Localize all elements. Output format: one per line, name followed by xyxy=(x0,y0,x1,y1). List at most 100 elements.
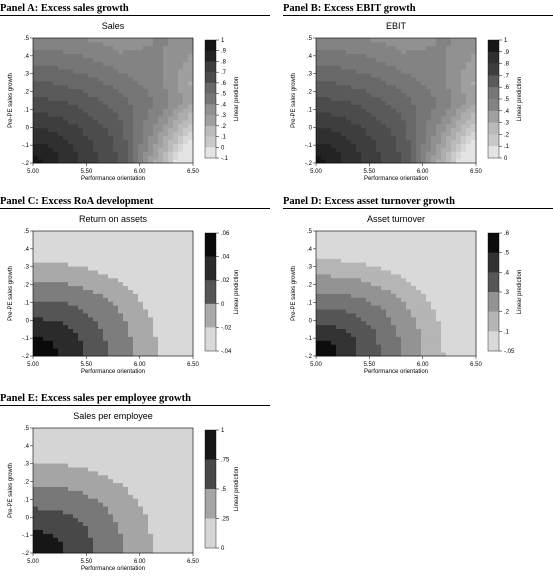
contour-cell xyxy=(58,120,63,124)
contour-cell xyxy=(68,451,73,455)
contour-cell xyxy=(416,112,421,116)
contour-cell xyxy=(436,147,441,151)
contour-cell xyxy=(466,231,471,235)
contour-cell xyxy=(451,290,456,294)
contour-cell xyxy=(83,97,88,101)
contour-cell xyxy=(426,147,431,151)
contour-cell xyxy=(411,104,416,108)
contour-cell xyxy=(48,313,53,317)
contour-cell xyxy=(118,526,123,530)
contour-cell xyxy=(416,340,421,344)
contour-cell xyxy=(421,101,426,105)
contour-cell xyxy=(396,140,401,144)
contour-cell xyxy=(396,239,401,243)
contour-cell xyxy=(163,120,168,124)
contour-cell xyxy=(43,112,48,116)
contour-cell xyxy=(461,274,466,278)
contour-cell xyxy=(148,294,153,298)
contour-cell xyxy=(43,101,48,105)
contour-cell xyxy=(336,321,341,325)
contour-cell xyxy=(118,479,123,483)
contour-cell xyxy=(118,514,123,518)
contour-cell xyxy=(406,239,411,243)
contour-cell xyxy=(406,348,411,352)
contour-cell xyxy=(78,329,83,333)
contour-cell xyxy=(416,151,421,155)
contour-cell xyxy=(143,120,148,124)
contour-cell xyxy=(88,243,93,247)
contour-cell xyxy=(456,81,461,85)
contour-cell xyxy=(48,537,53,541)
contour-cell xyxy=(63,243,68,247)
contour-cell xyxy=(123,440,128,444)
contour-cell xyxy=(183,93,188,97)
contour-cell xyxy=(173,116,178,120)
contour-cell xyxy=(391,132,396,136)
contour-cell xyxy=(326,116,331,120)
contour-cell xyxy=(108,321,113,325)
contour-cell xyxy=(98,479,103,483)
contour-cell xyxy=(168,38,173,42)
contour-cell xyxy=(68,151,73,155)
contour-cell xyxy=(471,336,476,340)
contour-cell xyxy=(38,313,43,317)
contour-cell xyxy=(401,140,406,144)
contour-cell xyxy=(326,340,331,344)
contour-cell xyxy=(38,471,43,475)
contour-cell xyxy=(406,247,411,251)
contour-cell xyxy=(153,124,158,128)
contour-cell xyxy=(416,132,421,136)
contour-cell xyxy=(118,321,123,325)
contour-cell xyxy=(108,317,113,321)
contour-cell xyxy=(128,104,133,108)
contour-cell xyxy=(63,526,68,530)
contour-cell xyxy=(451,286,456,290)
contour-cell xyxy=(321,305,326,309)
contour-cell xyxy=(153,89,158,93)
contour-cell xyxy=(466,313,471,317)
contour-cell xyxy=(148,85,153,89)
contour-cell xyxy=(188,69,193,73)
contour-cell xyxy=(411,143,416,147)
contour-cell xyxy=(163,46,168,50)
contour-cell xyxy=(356,340,361,344)
contour-cell xyxy=(416,97,421,101)
contour-cell xyxy=(163,124,168,128)
contour-cell xyxy=(113,286,118,290)
contour-cell xyxy=(103,50,108,54)
contour-cell xyxy=(471,313,476,317)
contour-cell xyxy=(43,258,48,262)
contour-cell xyxy=(441,262,446,266)
contour-cell xyxy=(183,340,188,344)
contour-cell xyxy=(366,93,371,97)
contour-cell xyxy=(441,46,446,50)
contour-cell xyxy=(441,89,446,93)
contour-cell xyxy=(58,101,63,105)
contour-cell xyxy=(351,136,356,140)
contour-cell xyxy=(431,231,436,235)
contour-cell xyxy=(188,317,193,321)
contour-cell xyxy=(68,69,73,73)
contour-cell xyxy=(43,537,48,541)
contour-cell xyxy=(138,50,143,54)
contour-cell xyxy=(446,143,451,147)
contour-cell xyxy=(58,455,63,459)
contour-cell xyxy=(68,336,73,340)
contour-cell xyxy=(321,262,326,266)
contour-cell xyxy=(103,451,108,455)
contour-cell xyxy=(88,344,93,348)
contour-cell xyxy=(68,254,73,258)
contour-cell xyxy=(98,282,103,286)
contour-cell xyxy=(103,274,108,278)
contour-cell xyxy=(331,321,336,325)
contour-cell xyxy=(341,69,346,73)
contour-cell xyxy=(68,348,73,352)
contour-cell xyxy=(38,436,43,440)
contour-cell xyxy=(43,444,48,448)
contour-cell xyxy=(73,451,78,455)
contour-cell xyxy=(183,101,188,105)
contour-cell xyxy=(58,487,63,491)
contour-cell xyxy=(451,254,456,258)
contour-cell xyxy=(441,290,446,294)
contour-cell xyxy=(188,42,193,46)
